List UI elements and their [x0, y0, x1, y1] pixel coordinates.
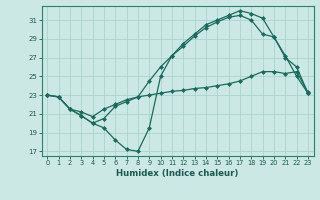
- X-axis label: Humidex (Indice chaleur): Humidex (Indice chaleur): [116, 169, 239, 178]
